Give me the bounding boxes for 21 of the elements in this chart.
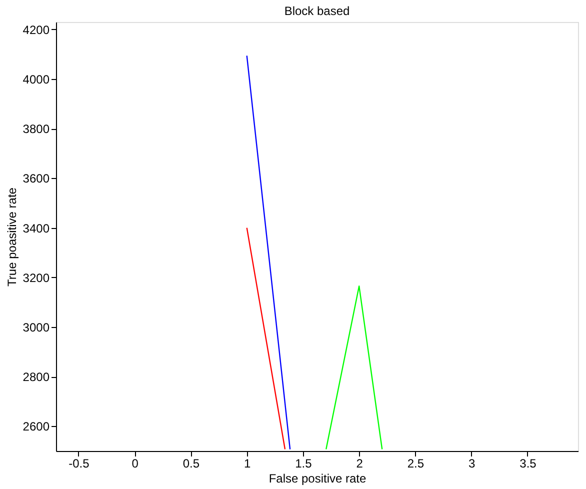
x-tick-label: 3 — [468, 456, 476, 470]
chart-title: Block based — [284, 4, 350, 18]
x-tick-label: 0 — [132, 456, 139, 470]
y-tick-label: 2800 — [22, 370, 50, 384]
x-tick-label: 1.5 — [295, 456, 312, 470]
y-tick-label: 4200 — [22, 22, 50, 37]
y-tick-label: 2600 — [22, 420, 50, 434]
x-tick-label: -0.5 — [68, 456, 90, 470]
y-tick-label: 3600 — [22, 172, 50, 186]
x-tick-label: 3.5 — [520, 456, 537, 470]
y-axis-title: True poasitive rate — [4, 187, 19, 286]
x-tick-label: 2.5 — [407, 456, 424, 470]
y-tick-label: 3000 — [22, 320, 50, 335]
y-tick-label: 3200 — [22, 270, 50, 285]
y-tick-label: 4000 — [22, 72, 50, 87]
x-tick-label: 0.5 — [182, 456, 200, 470]
x-tick-label: 2 — [356, 456, 364, 470]
y-tick-label: 3800 — [22, 122, 50, 136]
y-tick-label: 3400 — [22, 221, 50, 236]
x-tick-label: 1 — [244, 456, 251, 470]
x-axis-title: False positive rate — [268, 472, 367, 486]
